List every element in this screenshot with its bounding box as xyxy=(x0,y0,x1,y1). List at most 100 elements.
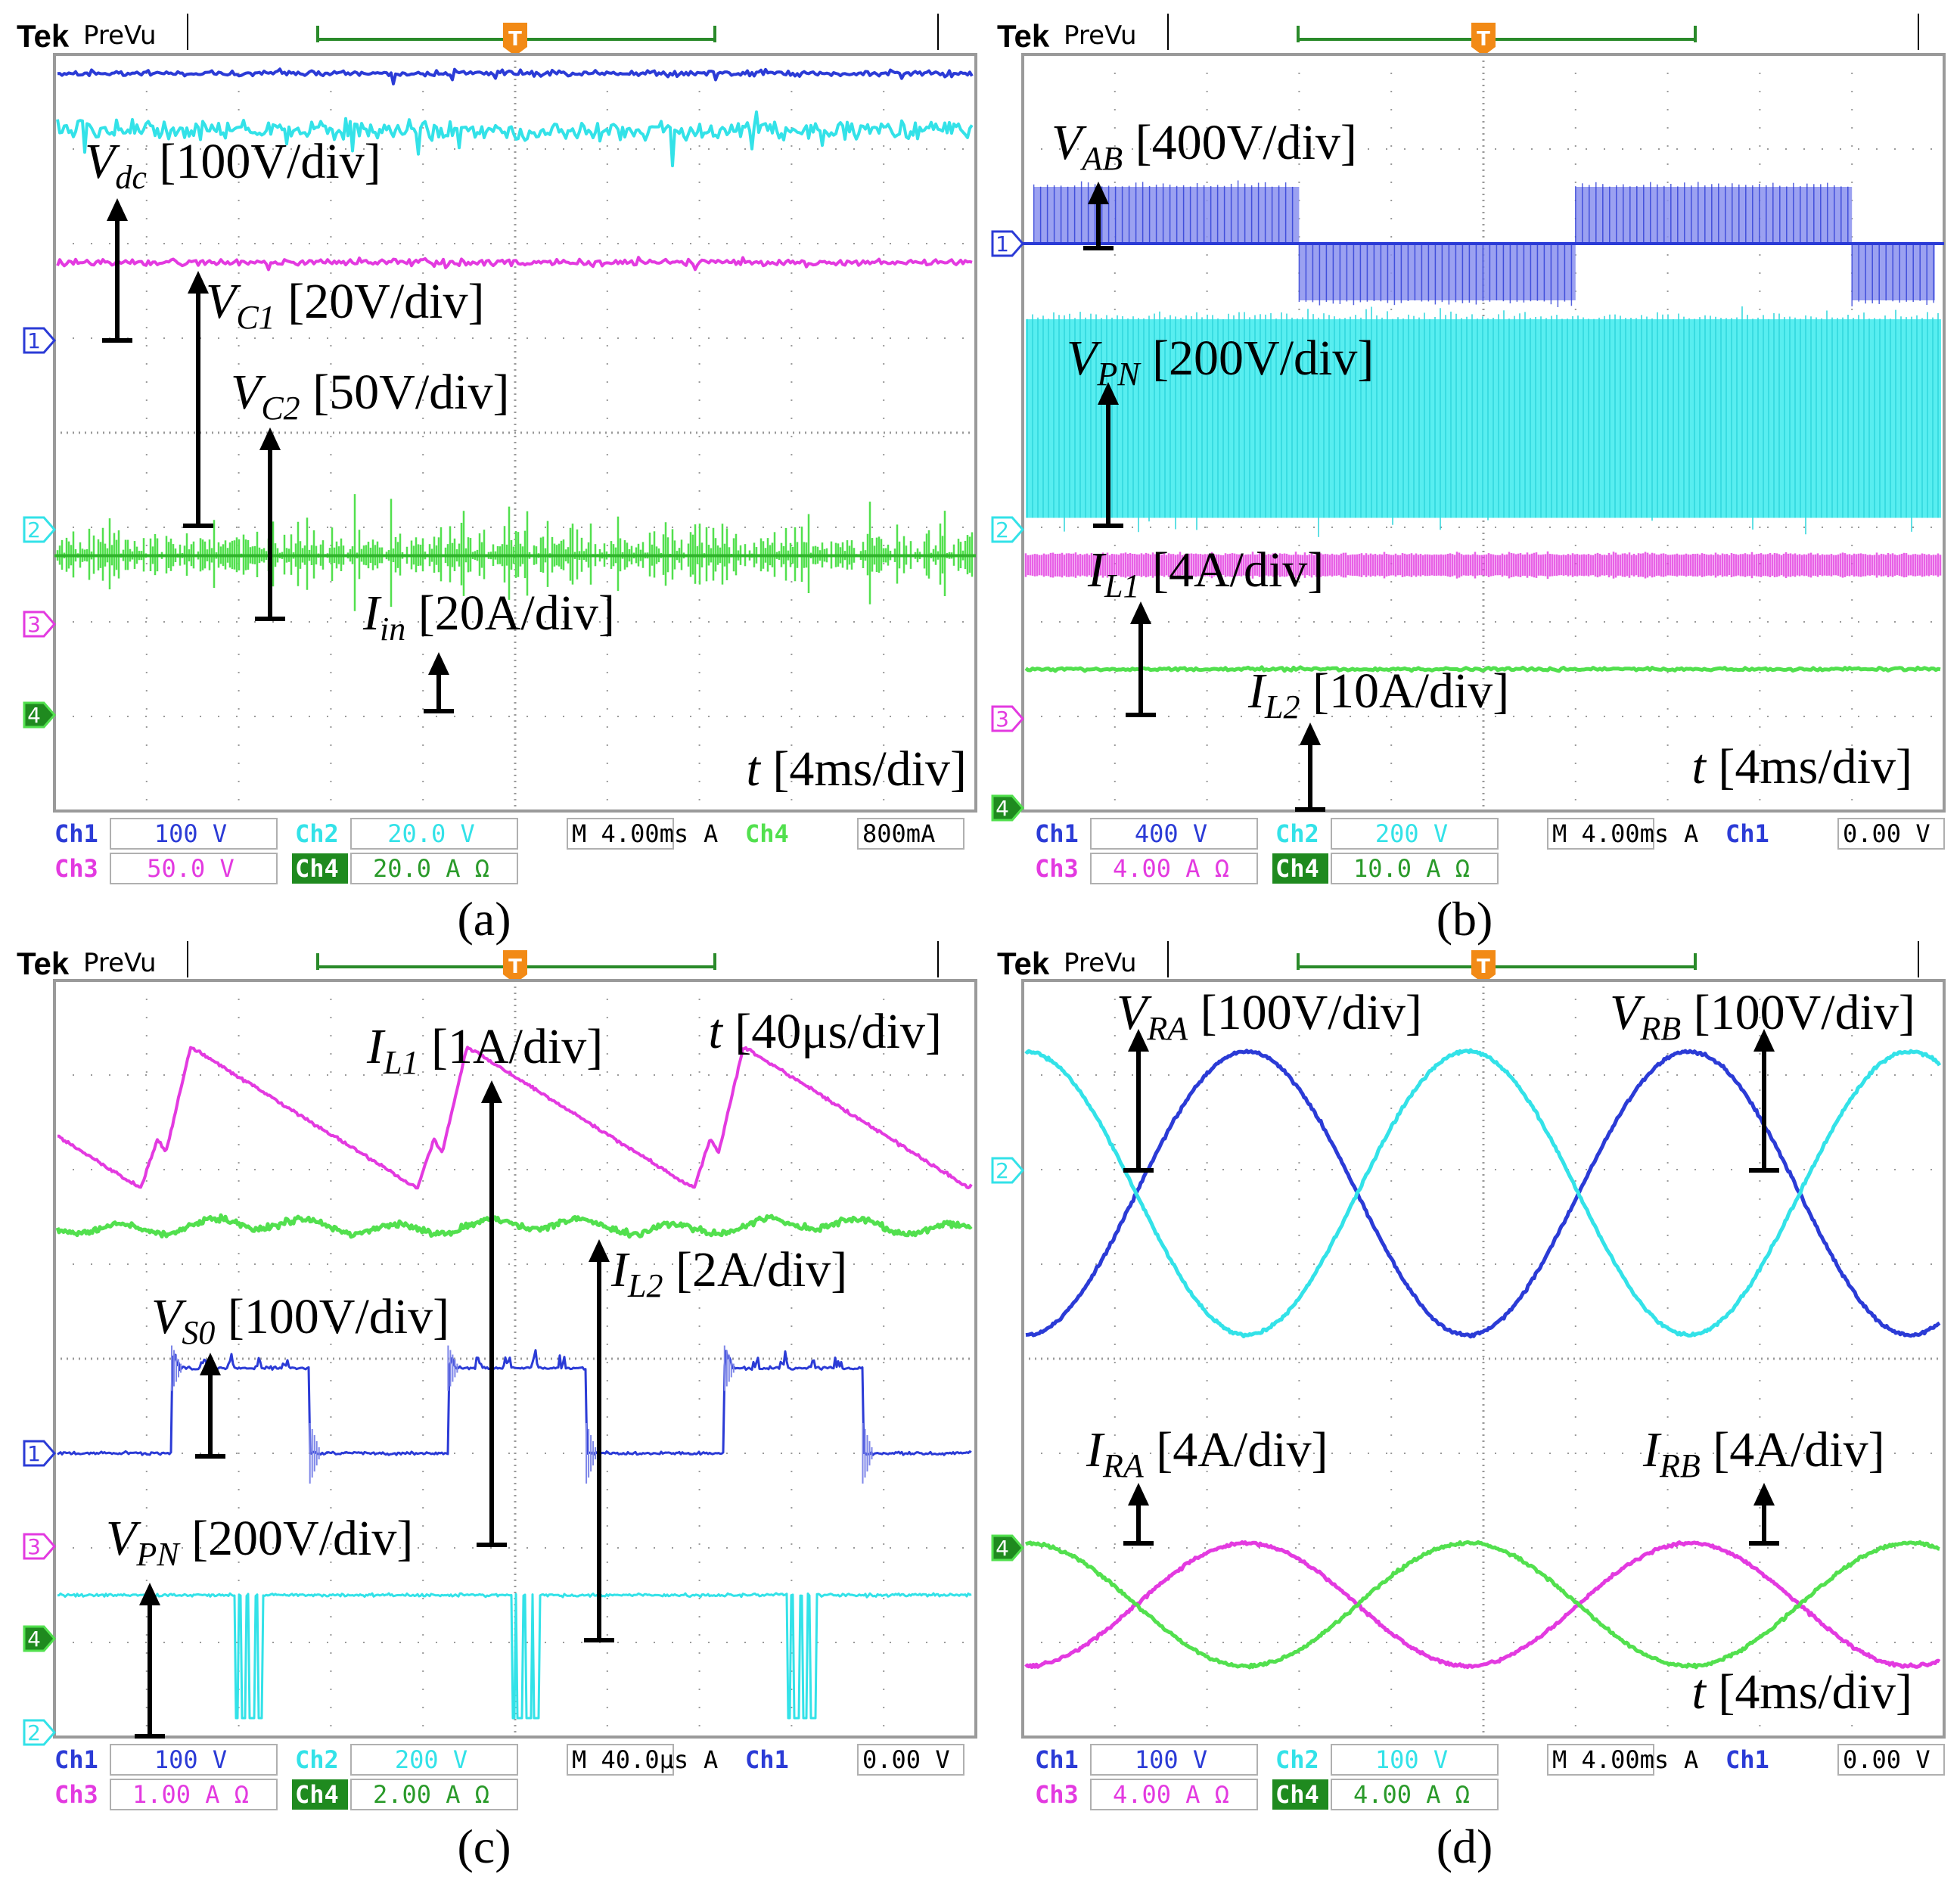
label-vrb: VRB [100V/div] xyxy=(1610,985,1915,1047)
trace-VRA xyxy=(1025,1049,1941,1339)
arrow-il2-c xyxy=(584,1239,614,1642)
status-text: Ch3 xyxy=(1035,854,1079,883)
graticule xyxy=(1021,979,1946,1739)
marker-label: 2 xyxy=(27,517,41,542)
label-vc1: VC1 [20V/div] xyxy=(206,274,484,336)
status-text: Ch4 xyxy=(1275,854,1319,883)
trace-IL1 xyxy=(57,1046,973,1190)
status-text: A xyxy=(1684,819,1698,848)
status-text: Ch4 xyxy=(295,1780,339,1809)
trigger-letter: T xyxy=(1477,956,1490,978)
marker-shape xyxy=(23,611,56,638)
status-text: A xyxy=(1684,1745,1698,1774)
trigger-letter: T xyxy=(1477,28,1490,51)
trigger-marker-top: T xyxy=(503,950,527,984)
trace-IL2 xyxy=(55,1213,973,1239)
status-text: 20.0 A Ω xyxy=(373,854,489,883)
status-text: 400 V xyxy=(1135,819,1207,848)
marker-label: 3 xyxy=(27,612,41,637)
marker-label: 3 xyxy=(996,707,1009,732)
time-scale-label: t [4ms/div] xyxy=(1692,739,1913,794)
trigger-shape xyxy=(1471,23,1496,56)
status-text: A xyxy=(704,819,718,848)
scope-header: TekPreVuTT xyxy=(17,941,939,1029)
marker-label: 2 xyxy=(996,517,1009,542)
status-text: 200 V xyxy=(1375,819,1448,848)
status-text: 4.00 A Ω xyxy=(1113,1780,1229,1809)
channel-marker-1: 1 xyxy=(991,230,1024,257)
status-text: Ch1 xyxy=(1035,819,1079,848)
status-box xyxy=(350,853,518,884)
status-text: 20.0 V xyxy=(387,819,475,848)
trigger-letter: T xyxy=(508,28,522,51)
trace-IL1 xyxy=(1024,551,1942,580)
channel-marker-2: 2 xyxy=(991,516,1024,543)
status-box xyxy=(1331,1744,1499,1776)
marker-label: 4 xyxy=(27,1627,41,1652)
marker-shape xyxy=(991,794,1024,822)
status-bar: Ch1 100 V Ch2 20.0 V M 4.00ms A Ch4 800mA Ch3 50.… xyxy=(54,818,964,884)
status-box xyxy=(1331,818,1499,850)
mode-label: PreVu xyxy=(1064,20,1137,51)
trigger-marker-top: T xyxy=(1471,950,1496,984)
status-bar: Ch1 400 V Ch2 200 V M 4.00ms A Ch1 0.00 V Ch3 4.0… xyxy=(1035,818,1945,884)
time-scale-label: t [40μs/div] xyxy=(708,1004,942,1059)
marker-shape xyxy=(23,1719,56,1746)
status-text: 100 V xyxy=(154,819,227,848)
label-vpn: VPN [200V/div] xyxy=(1067,331,1374,393)
marker-shape xyxy=(23,516,56,543)
status-box xyxy=(1837,818,1945,850)
status-box xyxy=(567,818,674,850)
status-box xyxy=(1090,1779,1258,1810)
marker-label: 1 xyxy=(996,232,1009,256)
trace-Vdc xyxy=(57,67,974,85)
arrow-il1 xyxy=(1126,601,1156,717)
trace-IRA xyxy=(1024,1540,1941,1670)
channel-marker-2: 2 xyxy=(991,1157,1024,1184)
arrow-il2 xyxy=(1295,722,1325,812)
channel-marker-3: 3 xyxy=(991,705,1024,732)
vpn-band xyxy=(1026,319,1941,518)
arrow-head xyxy=(107,198,128,221)
status-text: 0.00 V xyxy=(862,1745,950,1774)
status-text: M 4.00ms xyxy=(1552,819,1669,848)
marker-shape xyxy=(23,701,56,729)
traces xyxy=(1023,180,1944,673)
status-box xyxy=(857,818,964,850)
status-box xyxy=(350,1779,518,1810)
channel-marker-4: 4 xyxy=(23,1625,56,1652)
trace-VC2 xyxy=(56,256,973,272)
channel-marker-1: 1 xyxy=(23,1440,56,1467)
arrow-head xyxy=(481,1080,502,1103)
time-scale-label: t [4ms/div] xyxy=(747,741,968,797)
channel-marker-1: 1 xyxy=(23,327,56,354)
marker-label: 2 xyxy=(996,1158,1009,1183)
marker-label: 4 xyxy=(996,796,1009,821)
arrow-irb xyxy=(1749,1483,1779,1546)
status-box xyxy=(1090,818,1258,850)
time-scale-label: t [4ms/div] xyxy=(1692,1664,1913,1720)
annotations: IL1 [1A/div] IL2 [2A/div] VS0 [100V/div] VP… xyxy=(106,1004,942,1739)
status-text: M 40.0μs xyxy=(572,1745,688,1774)
status-box xyxy=(1837,1744,1945,1776)
status-text: 4.00 A Ω xyxy=(1113,854,1229,883)
status-text: 0.00 V xyxy=(1843,819,1930,848)
status-text: 0.00 V xyxy=(1843,1745,1930,1774)
arrow-head xyxy=(1088,182,1109,204)
status-box xyxy=(857,1744,964,1776)
status-text: 50.0 V xyxy=(147,854,235,883)
status-box xyxy=(567,1744,674,1776)
marker-shape xyxy=(23,1625,56,1652)
trace-VPN xyxy=(57,1592,972,1720)
status-text: 2.00 A Ω xyxy=(373,1780,489,1809)
label-il1: IL1 [4A/div] xyxy=(1087,542,1324,604)
status-box xyxy=(350,1744,518,1776)
arrow-head xyxy=(1098,382,1119,405)
panel-caption: (d) xyxy=(1437,1819,1493,1873)
status-text: 200 V xyxy=(395,1745,467,1774)
arrow-head xyxy=(200,1353,221,1375)
status-text: Ch1 xyxy=(1725,819,1769,848)
channel-marker-4: 4 xyxy=(23,701,56,729)
